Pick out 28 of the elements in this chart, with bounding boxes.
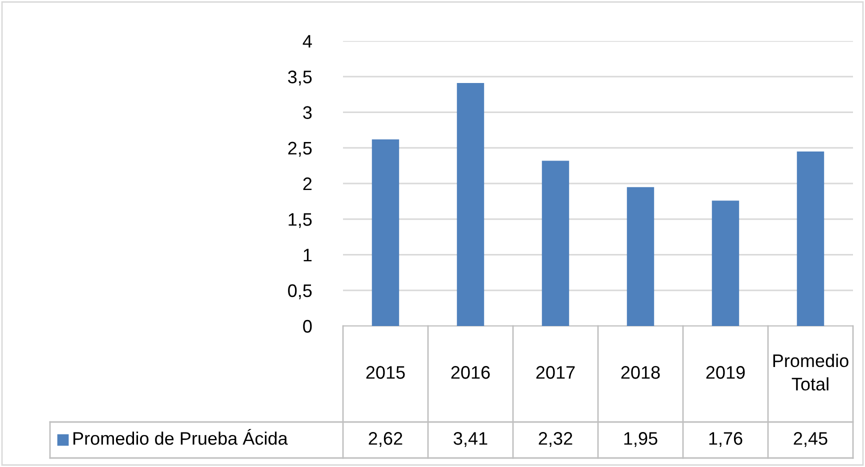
x-tick-label: 2018: [621, 366, 660, 379]
x-tick-label: 2017: [536, 366, 575, 379]
y-tick-label: 1: [304, 248, 312, 262]
x-tick-label: 2019: [706, 366, 745, 379]
y-tick-label: 2: [303, 177, 312, 190]
data-label: 2,45: [794, 432, 828, 447]
data-label: 2,62: [368, 432, 402, 447]
bar: [542, 160, 570, 326]
y-tick-label: 3: [303, 106, 312, 119]
data-label: 1,95: [624, 432, 658, 447]
data-label: 1,76: [709, 432, 742, 447]
bar: [796, 151, 824, 326]
y-tick-label: 2,5: [288, 142, 312, 157]
bar: [626, 187, 654, 326]
y-tick-label: 0: [303, 320, 312, 333]
x-tick-label: Promedio Total: [773, 354, 848, 391]
y-tick-label: 3,5: [288, 70, 312, 86]
bar: [712, 200, 740, 326]
data-label: 2,32: [538, 432, 572, 447]
y-tick-label: 1,5: [288, 213, 312, 228]
legend-label: Promedio de Prueba Ácida: [73, 429, 288, 445]
bar: [456, 83, 484, 326]
bar: [372, 139, 400, 326]
x-tick-label: 2015: [366, 366, 405, 379]
data-label: 3,41: [454, 432, 488, 447]
y-tick-label: 0,5: [288, 284, 312, 300]
y-tick-label: 4: [302, 35, 312, 48]
x-tick-label: 2016: [451, 366, 490, 379]
